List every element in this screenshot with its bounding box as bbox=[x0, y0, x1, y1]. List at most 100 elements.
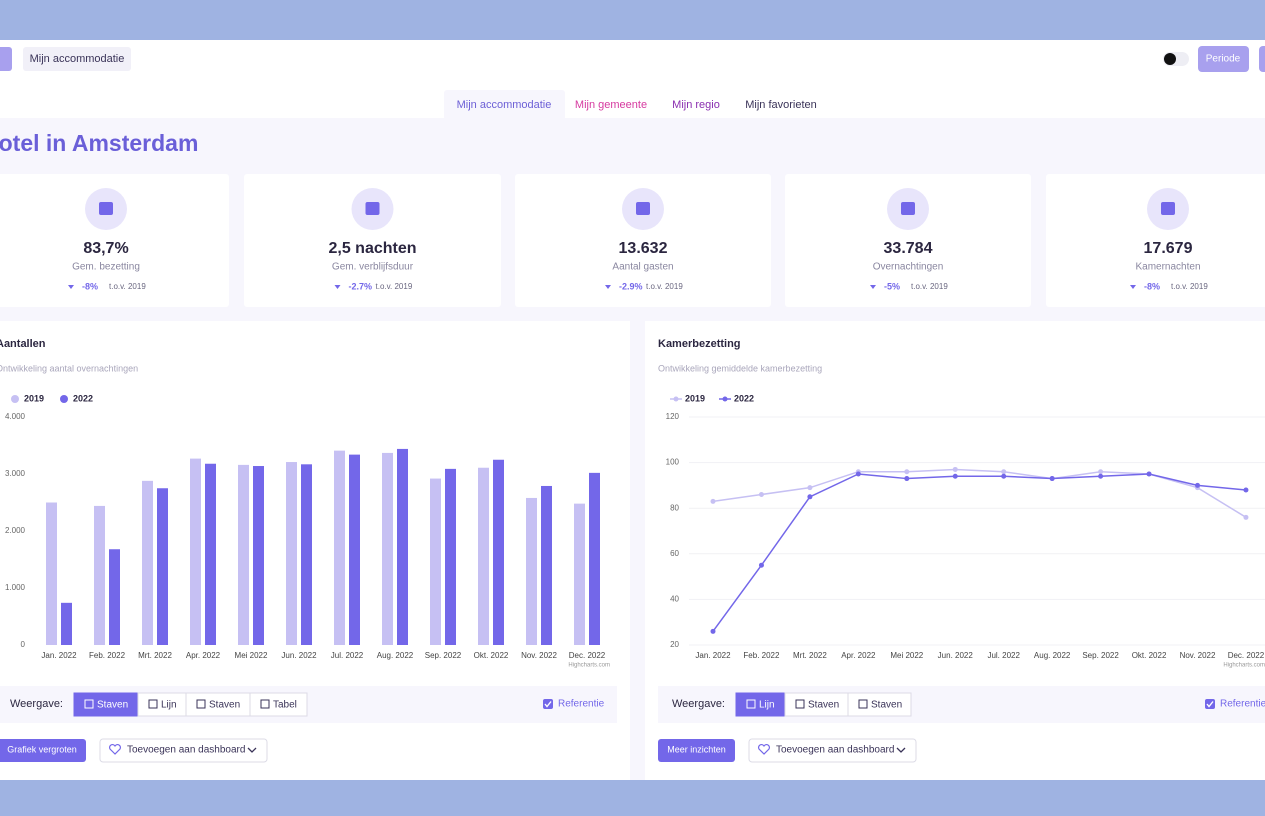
view-button[interactable] bbox=[847, 692, 912, 717]
tab[interactable]: Mijn regio bbox=[672, 99, 720, 111]
kpi-card bbox=[1046, 174, 1265, 307]
point bbox=[1243, 487, 1249, 493]
legend-label[interactable]: 2019 bbox=[685, 393, 705, 403]
kpi-reference: t.o.v. 2019 bbox=[1171, 282, 1208, 291]
credits: Highcharts.com bbox=[568, 663, 610, 669]
dashboard-button-label: Toevoegen aan dashboard bbox=[127, 745, 245, 756]
point bbox=[952, 473, 958, 479]
bar bbox=[589, 472, 600, 645]
accommodation-button[interactable] bbox=[23, 47, 131, 71]
x-tick-label: Nov. 2022 bbox=[1180, 651, 1216, 660]
legend-marker bbox=[722, 396, 728, 402]
kpi-label: Overnachtingen bbox=[873, 262, 944, 273]
heart-icon bbox=[109, 744, 121, 755]
point bbox=[1001, 473, 1007, 479]
x-tick-label: Sep. 2022 bbox=[1082, 651, 1119, 660]
view-button-icon bbox=[260, 699, 270, 709]
x-tick-label: Mei 2022 bbox=[890, 651, 923, 660]
x-tick-label: Okt. 2022 bbox=[474, 651, 509, 660]
period-button-label: Periode bbox=[1206, 54, 1241, 65]
view-button-label: Lijn bbox=[161, 700, 177, 711]
kpi-value: 83,7% bbox=[83, 240, 128, 257]
tab[interactable]: Mijn favorieten bbox=[745, 99, 817, 111]
kpi-label: Aantal gasten bbox=[612, 262, 673, 273]
x-tick-label: Jan. 2022 bbox=[41, 651, 77, 660]
bar bbox=[190, 458, 201, 645]
kpi-reference: t.o.v. 2019 bbox=[109, 282, 146, 291]
view-button-label: Tabel bbox=[273, 700, 297, 711]
y-tick-label: 2.000 bbox=[5, 526, 26, 535]
bar bbox=[142, 480, 153, 645]
bar bbox=[382, 452, 393, 645]
reference-checkbox[interactable] bbox=[1205, 699, 1215, 709]
bar bbox=[238, 464, 249, 645]
x-tick-label: Apr. 2022 bbox=[186, 651, 221, 660]
kpi-arrow bbox=[605, 285, 611, 289]
tab[interactable]: Mijn gemeente bbox=[575, 99, 647, 111]
y-tick-label: 20 bbox=[670, 640, 679, 649]
view-button-label: Staven bbox=[808, 700, 839, 711]
dashboard-button-label: Toevoegen aan dashboard bbox=[776, 745, 894, 756]
x-tick-label: Mrt. 2022 bbox=[793, 651, 827, 660]
view-button-icon bbox=[858, 699, 868, 709]
period-button[interactable] bbox=[1198, 46, 1249, 72]
kpi-arrow bbox=[334, 285, 341, 289]
kpi-change: -8% bbox=[82, 281, 98, 291]
bar bbox=[445, 468, 456, 645]
kpi-value: 13.632 bbox=[619, 240, 668, 257]
heart-icon bbox=[758, 744, 770, 755]
kpi-label: Kamernachten bbox=[1135, 262, 1200, 273]
bar bbox=[94, 505, 105, 645]
kpi-icon bbox=[901, 202, 915, 215]
x-tick-label: Sep. 2022 bbox=[425, 651, 462, 660]
x-tick-label: Jun. 2022 bbox=[281, 651, 317, 660]
bar bbox=[109, 549, 120, 645]
legend-label[interactable]: 2019 bbox=[24, 393, 44, 403]
kpi-card bbox=[785, 174, 1031, 307]
view-button-icon bbox=[84, 699, 94, 709]
point bbox=[1195, 482, 1200, 488]
primary-button[interactable] bbox=[658, 739, 735, 762]
x-tick-label: Okt. 2022 bbox=[1132, 651, 1167, 660]
kpi-icon bbox=[99, 202, 113, 215]
x-tick-label: Mrt. 2022 bbox=[138, 651, 172, 660]
view-button-icon bbox=[746, 699, 756, 709]
tab[interactable]: Mijn accommodatie bbox=[457, 99, 552, 111]
x-tick-label: Mei 2022 bbox=[235, 651, 268, 660]
view-label: Weergave: bbox=[10, 698, 63, 710]
view-button[interactable] bbox=[249, 692, 308, 717]
dashboard-button[interactable] bbox=[99, 738, 268, 763]
primary-button[interactable] bbox=[0, 739, 86, 762]
active-tab bbox=[444, 90, 565, 120]
chart-subtitle: Ontwikkeling aantal overnachtingen bbox=[0, 363, 138, 373]
checkmark bbox=[1206, 701, 1214, 708]
kpi-arrow bbox=[68, 285, 74, 289]
x-tick-label: Aug. 2022 bbox=[377, 651, 414, 660]
view-button-label: Lijn bbox=[759, 700, 775, 711]
view-button-icon bbox=[795, 699, 805, 709]
point bbox=[1001, 469, 1007, 475]
bar bbox=[205, 463, 216, 645]
menu-button[interactable] bbox=[0, 47, 12, 71]
point bbox=[1146, 471, 1152, 477]
dashboard-button[interactable] bbox=[748, 738, 917, 763]
x-tick-label: Dec. 2022 bbox=[1228, 651, 1265, 660]
point bbox=[904, 469, 910, 475]
point bbox=[952, 466, 958, 472]
kpi-card bbox=[515, 174, 771, 307]
legend-label[interactable]: 2022 bbox=[73, 393, 93, 403]
kpi-arrow bbox=[1130, 285, 1136, 289]
view-button-icon bbox=[148, 699, 158, 709]
legend-label[interactable]: 2022 bbox=[734, 393, 754, 403]
kpi-change: -2.7% bbox=[349, 281, 373, 291]
x-tick-label: Feb. 2022 bbox=[89, 651, 126, 660]
x-tick-label: Jan. 2022 bbox=[695, 651, 731, 660]
y-tick-label: 3.000 bbox=[5, 469, 26, 478]
kpi-change: -5% bbox=[884, 281, 900, 291]
reference-checkbox[interactable] bbox=[543, 699, 553, 709]
extra-button[interactable] bbox=[1259, 46, 1265, 72]
x-tick-label: Jul. 2022 bbox=[331, 651, 364, 660]
kpi-change: -2.9% bbox=[619, 281, 643, 291]
y-tick-label: 80 bbox=[670, 503, 679, 512]
